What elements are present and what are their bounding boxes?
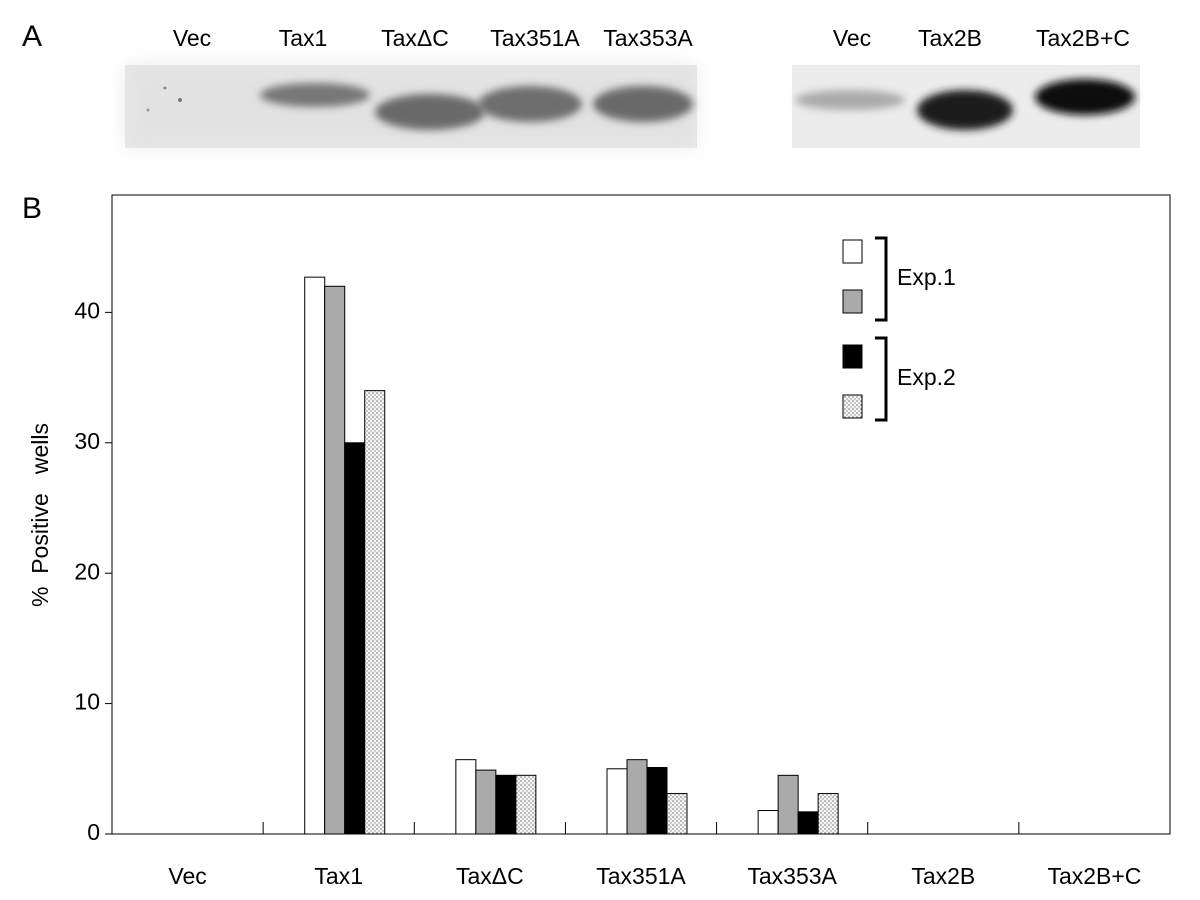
bar	[626, 759, 648, 835]
bar	[475, 769, 497, 835]
lane-label: TaxΔC	[381, 25, 449, 51]
bar	[515, 774, 537, 835]
legend-bracket	[875, 236, 888, 322]
panel-label: B	[22, 192, 42, 225]
lane-labels: Vec Tax1 TaxΔC Tax351A Tax353A Vec Tax2B Tax2B+…	[173, 25, 1130, 51]
bar	[364, 390, 386, 835]
bar	[797, 811, 819, 835]
lane-label: Tax1	[279, 25, 328, 51]
lane-label: Vec	[173, 25, 211, 51]
lane-label: Vec	[833, 25, 871, 51]
lane-label: Tax351A	[490, 25, 580, 51]
x-tick-label: Vec	[168, 863, 206, 889]
bar	[817, 793, 839, 835]
y-tick-label: 20	[74, 558, 100, 584]
bar	[606, 768, 628, 835]
y-axis-label: % Positive wells	[27, 423, 53, 607]
y-tick-label: 0	[87, 819, 100, 845]
legend-swatch	[842, 239, 863, 264]
plot: 0 10 20 30 40 Vec Tax1 TaxΔC Tax351A Tax353A Tax2B…	[74, 236, 1141, 889]
legend-swatch	[842, 289, 863, 314]
bar	[777, 774, 799, 835]
bar	[324, 285, 346, 835]
blot-left	[125, 65, 697, 148]
bar	[304, 276, 326, 835]
bar	[666, 793, 688, 835]
x-tick-label: Tax1	[314, 863, 363, 889]
y-tick-label: 30	[74, 428, 100, 454]
bar	[455, 759, 477, 835]
plot-frame	[111, 194, 1171, 835]
x-tick-label: Tax353A	[747, 863, 837, 889]
legend-label: Exp.2	[897, 364, 956, 390]
lane-label: Tax2B+C	[1036, 25, 1130, 51]
legend-label: Exp.1	[897, 264, 956, 290]
bar	[757, 810, 779, 835]
panel-label: A	[22, 20, 42, 53]
x-tick-label: Tax351A	[596, 863, 686, 889]
legend-swatch	[842, 394, 863, 419]
lane-label: Tax2B	[918, 25, 982, 51]
x-tick-label: Tax2B	[911, 863, 975, 889]
y-tick-label: 40	[74, 297, 100, 323]
x-tick-label: Tax2B+C	[1047, 863, 1141, 889]
lane-label: Tax353A	[603, 25, 693, 51]
legend-bracket	[875, 336, 888, 422]
bar	[495, 774, 517, 835]
bar	[344, 442, 366, 835]
legend-swatch	[842, 344, 863, 369]
blot-right	[792, 65, 1140, 148]
y-tick-label: 10	[74, 689, 100, 715]
bar	[646, 766, 668, 835]
x-tick-label: TaxΔC	[456, 863, 524, 889]
